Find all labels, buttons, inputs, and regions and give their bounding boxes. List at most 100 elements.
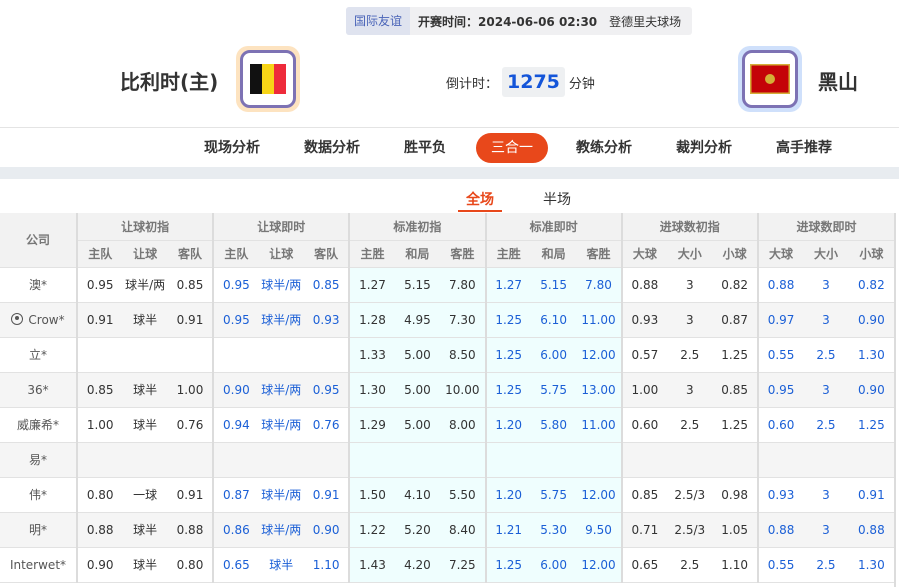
odds-cell: 8.50	[440, 337, 486, 373]
odds-cell: 0.85	[620, 477, 668, 513]
sub-header: 主胜	[484, 240, 531, 268]
table-row[interactable]: 威廉希* 1.00 球半 0.76 0.94 球半/两 0.76 1.29 5.00 8.00 1.…	[0, 407, 895, 443]
tab-referee-analysis[interactable]: 裁判分析	[676, 140, 732, 156]
company-cell[interactable]: Interwet*	[0, 547, 77, 583]
sub-header: 大小	[803, 240, 849, 268]
company-cell[interactable]: Crow*	[0, 302, 77, 338]
odds-cell: 1.30	[848, 547, 895, 583]
tab-live-analysis[interactable]: 现场分析	[204, 140, 260, 156]
sub-header: 大球	[620, 240, 668, 268]
odds-cell: 球半/两	[258, 302, 304, 338]
sub-header: 小球	[712, 240, 758, 268]
odds-cell: 0.82	[712, 267, 758, 303]
odds-cell: 3	[803, 512, 849, 548]
odds-cell: 0.85	[167, 267, 214, 303]
tab-expert-picks[interactable]: 高手推荐	[776, 140, 832, 156]
sub-header: 主队	[212, 240, 259, 268]
odds-cell: 0.98	[712, 477, 758, 513]
tab-half-time[interactable]: 半场	[543, 192, 571, 208]
odds-cell: 球半/两	[122, 267, 168, 303]
odds-cell: 0.91	[303, 477, 350, 513]
company-cell[interactable]: 威廉希*	[0, 407, 77, 443]
odds-cell	[620, 442, 668, 478]
odds-cell: 0.88	[756, 267, 804, 303]
sub-header: 大球	[756, 240, 804, 268]
odds-cell: 0.76	[167, 407, 214, 443]
odds-cell: 0.65	[620, 547, 668, 583]
sub-header: 主队	[75, 240, 123, 268]
odds-cell: 1.20	[484, 477, 531, 513]
divider	[0, 127, 899, 128]
company-cell[interactable]: 36*	[0, 372, 77, 408]
odds-cell: 1.22	[348, 512, 395, 548]
tab-three-in-one[interactable]: 三合一	[476, 133, 548, 163]
odds-cell: 3	[803, 372, 849, 408]
odds-cell: 1.20	[484, 407, 531, 443]
table-row[interactable]: 伟* 0.80 一球 0.91 0.87 球半/两 0.91 1.50 4.10 5.50 1.20…	[0, 477, 895, 513]
odds-cell	[122, 337, 168, 373]
table-row[interactable]: 澳* 0.95 球半/两 0.85 0.95 球半/两 0.85 1.27 5.15 7.80 1.…	[0, 267, 895, 303]
odds-cell: 0.95	[303, 372, 350, 408]
odds-cell: 0.55	[756, 337, 804, 373]
odds-cell: 球半	[122, 407, 168, 443]
league-badge[interactable]: 国际友谊	[346, 7, 411, 35]
odds-cell: 球半	[122, 547, 168, 583]
away-team-logo[interactable]	[738, 46, 802, 112]
odds-cell: 0.94	[212, 407, 259, 443]
odds-cell: 12.00	[576, 337, 622, 373]
tab-data-analysis[interactable]: 数据分析	[304, 140, 360, 156]
tab-win-draw-lose[interactable]: 胜平负	[404, 140, 446, 156]
odds-cell: 1.00	[620, 372, 668, 408]
table-row[interactable]: 立* 1.33 5.00 8.50 1.25 6.00 12.00 0.57 2.5 1.25 0.…	[0, 337, 895, 373]
odds-cell: 0.90	[75, 547, 123, 583]
company-cell[interactable]: 澳*	[0, 267, 77, 303]
odds-cell: 2.5	[803, 337, 849, 373]
odds-cell: 1.21	[484, 512, 531, 548]
odds-cell: 0.90	[303, 512, 350, 548]
odds-cell: 球半	[122, 302, 168, 338]
odds-cell: 3	[803, 477, 849, 513]
sub-header: 让球	[258, 240, 304, 268]
odds-cell: 6.00	[530, 547, 577, 583]
company-cell[interactable]: 易*	[0, 442, 77, 478]
countdown: 倒计时： 1275 分钟	[446, 67, 595, 97]
table-row[interactable]: Crow* 0.91 球半 0.91 0.95 球半/两 0.93 1.28 4.95 7.30 1…	[0, 302, 895, 338]
company-cell[interactable]: 立*	[0, 337, 77, 373]
odds-cell: 5.50	[440, 477, 486, 513]
sub-header: 客胜	[440, 240, 486, 268]
odds-cell: 1.00	[167, 372, 214, 408]
odds-cell: 12.00	[576, 477, 622, 513]
odds-cell: 0.57	[620, 337, 668, 373]
table-row[interactable]: 明* 0.88 球半 0.88 0.86 球半/两 0.90 1.22 5.20 8.40 1.21…	[0, 512, 895, 548]
tab-coach-analysis[interactable]: 教练分析	[576, 140, 632, 156]
table-row[interactable]: 易*	[0, 442, 895, 478]
odds-cell: 1.25	[484, 302, 531, 338]
home-team-logo[interactable]	[236, 46, 300, 112]
main-nav: 现场分析 数据分析 胜平负 三合一 教练分析 裁判分析 高手推荐	[0, 133, 899, 165]
table-row[interactable]: 36* 0.85 球半 1.00 0.90 球半/两 0.95 1.30 5.00 10.00 1.…	[0, 372, 895, 408]
odds-cell: 2.5/3	[667, 477, 713, 513]
odds-cell: 球半/两	[258, 512, 304, 548]
tab-full-time[interactable]: 全场	[466, 192, 494, 208]
odds-cell: 0.91	[848, 477, 895, 513]
odds-cell: 10.00	[440, 372, 486, 408]
match-info-bar: 国际友谊 开赛时间：2024-06-06 02:30 登德里夫球场	[346, 7, 692, 35]
odds-cell	[258, 442, 304, 478]
odds-cell: 0.85	[712, 372, 758, 408]
group-header: 进球数即时	[756, 213, 895, 241]
company-cell[interactable]: 明*	[0, 512, 77, 548]
odds-cell: 3	[803, 267, 849, 303]
montenegro-flag-icon	[750, 64, 790, 94]
group-header: 标准初指	[348, 213, 486, 241]
odds-cell: 1.10	[303, 547, 350, 583]
odds-cell: 球半	[122, 512, 168, 548]
company-cell[interactable]: 伟*	[0, 477, 77, 513]
sub-header: 大小	[667, 240, 713, 268]
odds-cell: 0.90	[212, 372, 259, 408]
odds-cell: 5.20	[394, 512, 441, 548]
odds-cell	[167, 442, 214, 478]
odds-cell	[167, 337, 214, 373]
table-row[interactable]: Interwet* 0.90 球半 0.80 0.65 球半 1.10 1.43 4.20 7.2…	[0, 547, 895, 583]
odds-cell: 9.50	[576, 512, 622, 548]
odds-cell: 6.10	[530, 302, 577, 338]
